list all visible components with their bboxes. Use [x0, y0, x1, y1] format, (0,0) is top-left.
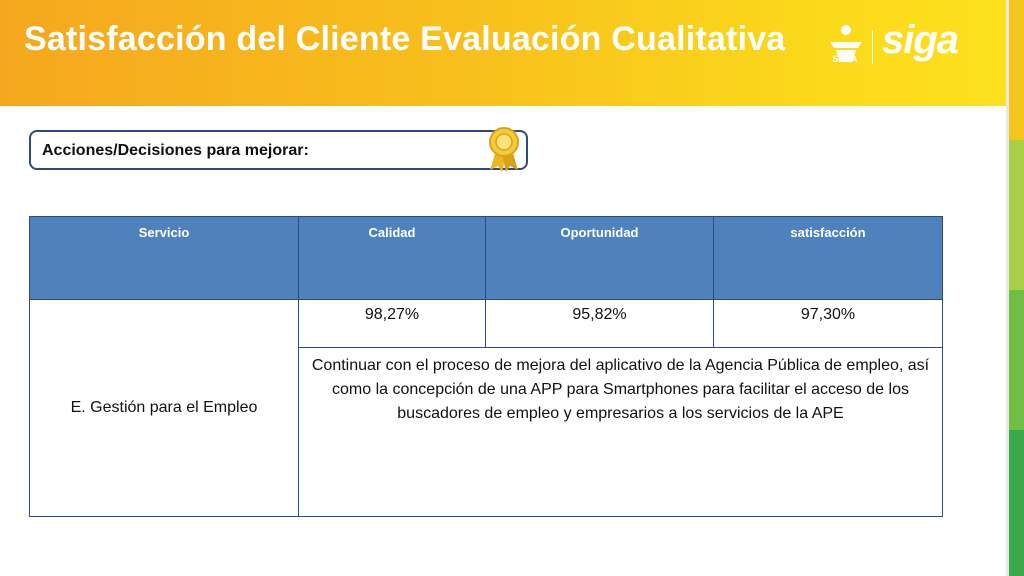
improvement-note: Continuar con el proceso de mejora del a… — [298, 347, 943, 517]
actions-label: Acciones/Decisiones para mejorar: — [42, 142, 309, 159]
decorative-stripe — [1006, 0, 1024, 576]
header-calidad: Calidad — [298, 216, 486, 300]
siga-logo-text: siga — [882, 18, 959, 62]
calidad-value: 98,27% — [298, 299, 486, 348]
logo-group: SENA siga — [826, 18, 976, 74]
satisfaccion-value: 97,30% — [713, 299, 943, 348]
header-oportunidad: Oportunidad — [485, 216, 714, 300]
header-satisfaccion: satisfacción — [713, 216, 943, 300]
actions-box: Acciones/Decisiones para mejorar: — [29, 130, 528, 170]
page-title: Satisfacción del Cliente Evaluación Cual… — [24, 20, 786, 58]
sena-logo-icon — [830, 25, 862, 62]
award-ribbon-icon — [489, 127, 519, 172]
table-header-row: Servicio Calidad Oportunidad satisfacció… — [29, 216, 943, 300]
header-banner: Satisfacción del Cliente Evaluación Cual… — [0, 0, 1024, 106]
evaluation-table: Servicio Calidad Oportunidad satisfacció… — [29, 216, 943, 517]
sena-logo-text: SENA — [832, 54, 858, 64]
oportunidad-value: 95,82% — [485, 299, 714, 348]
logo-divider — [872, 30, 873, 64]
header-servicio: Servicio — [29, 216, 299, 300]
table-row: E. Gestión para el Empleo 98,27% 95,82% … — [29, 299, 943, 517]
table-row: Continuar con el proceso de mejora del a… — [30, 347, 943, 517]
service-cell: E. Gestión para el Empleo — [29, 299, 299, 517]
